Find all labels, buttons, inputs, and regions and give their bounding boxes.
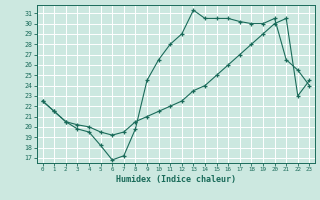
X-axis label: Humidex (Indice chaleur): Humidex (Indice chaleur) <box>116 175 236 184</box>
